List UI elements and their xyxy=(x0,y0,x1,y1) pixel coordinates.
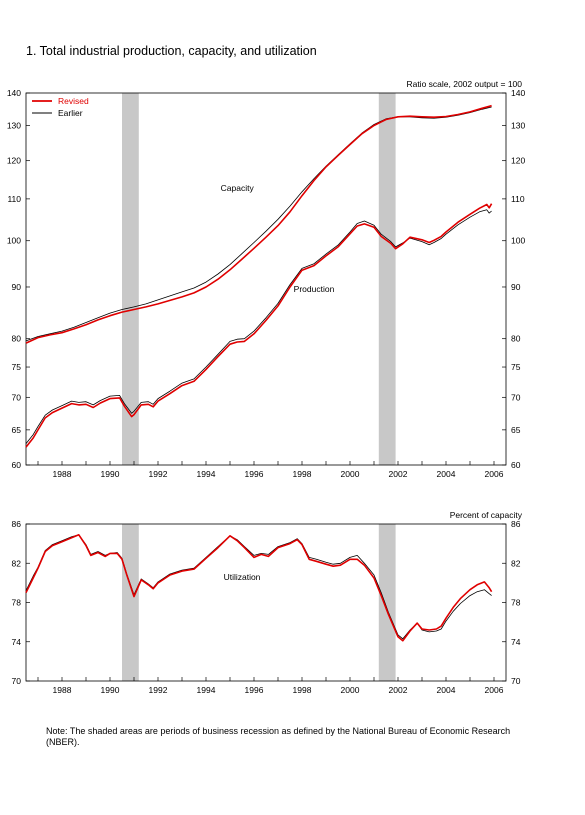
bottom-y-tick-label-left: 82 xyxy=(12,558,22,568)
top-y-tick-label-left: 75 xyxy=(12,362,22,372)
top-x-tick-label: 2006 xyxy=(485,469,504,479)
top-y-tick-label-left: 140 xyxy=(7,88,21,98)
top-y-tick-label-right: 100 xyxy=(511,236,525,246)
bottom-y-tick-label-right: 78 xyxy=(511,598,521,608)
series-line-production-revised xyxy=(25,203,493,448)
series-line-capacity-revised xyxy=(25,104,492,344)
top-y-tick-label-left: 90 xyxy=(12,282,22,292)
bottom-x-tick-label: 1990 xyxy=(101,685,120,695)
top-x-tick-label: 1992 xyxy=(149,469,168,479)
bottom-x-tick-label: 2000 xyxy=(341,685,360,695)
bottom-x-tick-label: 2002 xyxy=(389,685,408,695)
top-x-tick-label: 1988 xyxy=(53,469,72,479)
annotation-utilization: Utilization xyxy=(224,572,261,582)
annotation-capacity: Capacity xyxy=(221,183,255,193)
bottom-x-tick-label: 1996 xyxy=(245,685,264,695)
top-y-tick-label-left: 70 xyxy=(12,392,22,402)
footnote: Note: The shaded areas are periods of bu… xyxy=(46,726,511,747)
top-y-tick-label-right: 130 xyxy=(511,121,525,131)
scale-note: Ratio scale, 2002 output = 100 xyxy=(406,79,522,89)
bottom-x-tick-label: 1994 xyxy=(197,685,216,695)
top-y-tick-label-left: 80 xyxy=(12,334,22,344)
top-y-tick-label-right: 70 xyxy=(511,392,521,402)
legend-label-revised: Revised xyxy=(58,96,89,106)
top-y-tick-label-right: 90 xyxy=(511,282,521,292)
top-recession-band-1 xyxy=(122,93,139,465)
top-y-tick-label-right: 80 xyxy=(511,334,521,344)
series-line-capacity-earlier xyxy=(25,106,492,342)
bottom-x-tick-label: 2004 xyxy=(437,685,456,695)
bottom-y-tick-label-left: 78 xyxy=(12,598,22,608)
series-line-utilization-earlier xyxy=(25,534,492,640)
bottom-plot-frame xyxy=(25,523,507,682)
bottom-x-tick-label: 1988 xyxy=(53,685,72,695)
top-recession-band-2 xyxy=(378,93,396,465)
bottom-y-tick-label-left: 86 xyxy=(12,519,22,529)
series-line-utilization-revised xyxy=(25,534,493,642)
top-y-tick-label-left: 65 xyxy=(12,425,22,435)
top-y-tick-label-left: 110 xyxy=(7,194,21,204)
top-x-tick-label: 1996 xyxy=(245,469,264,479)
bottom-y-tick-label-left: 74 xyxy=(12,637,22,647)
top-y-tick-label-right: 75 xyxy=(511,362,521,372)
top-x-tick-label: 1998 xyxy=(293,469,312,479)
series-line-production-earlier xyxy=(25,209,492,444)
top-x-tick-label: 2000 xyxy=(341,469,360,479)
top-plot-frame xyxy=(25,92,507,466)
top-y-tick-label-left: 130 xyxy=(7,121,21,131)
top-y-tick-label-left: 120 xyxy=(7,156,21,166)
top-y-tick-label-left: 60 xyxy=(12,460,22,470)
top-y-tick-label-right: 60 xyxy=(511,460,521,470)
chart-title: 1. Total industrial production, capacity… xyxy=(26,44,317,58)
bottom-y-tick-label-right: 74 xyxy=(511,637,521,647)
top-y-tick-label-right: 110 xyxy=(511,194,525,204)
top-y-tick-label-right: 65 xyxy=(511,425,521,435)
top-x-tick-label: 2004 xyxy=(437,469,456,479)
top-x-tick-label: 1994 xyxy=(197,469,216,479)
bottom-y-tick-label-left: 70 xyxy=(12,676,22,686)
bottom-y-tick-label-right: 86 xyxy=(511,519,521,529)
bottom-x-tick-label: 1992 xyxy=(149,685,168,695)
top-y-tick-label-right: 140 xyxy=(511,88,525,98)
legend-label-earlier: Earlier xyxy=(58,108,83,118)
bottom-recession-band-2 xyxy=(378,524,396,681)
bottom-y-tick-label-right: 82 xyxy=(511,558,521,568)
bottom-x-tick-label: 1998 xyxy=(293,685,312,695)
bottom-x-tick-label: 2006 xyxy=(485,685,504,695)
annotation-production: Production xyxy=(294,284,335,294)
bottom-recession-band-1 xyxy=(122,524,139,681)
top-y-tick-label-right: 120 xyxy=(511,156,525,166)
top-y-tick-label-left: 100 xyxy=(7,236,21,246)
bottom-y-tick-label-right: 70 xyxy=(511,676,521,686)
y-axis-label: Percent of capacity xyxy=(450,510,523,520)
top-x-tick-label: 1990 xyxy=(101,469,120,479)
top-x-tick-label: 2002 xyxy=(389,469,408,479)
